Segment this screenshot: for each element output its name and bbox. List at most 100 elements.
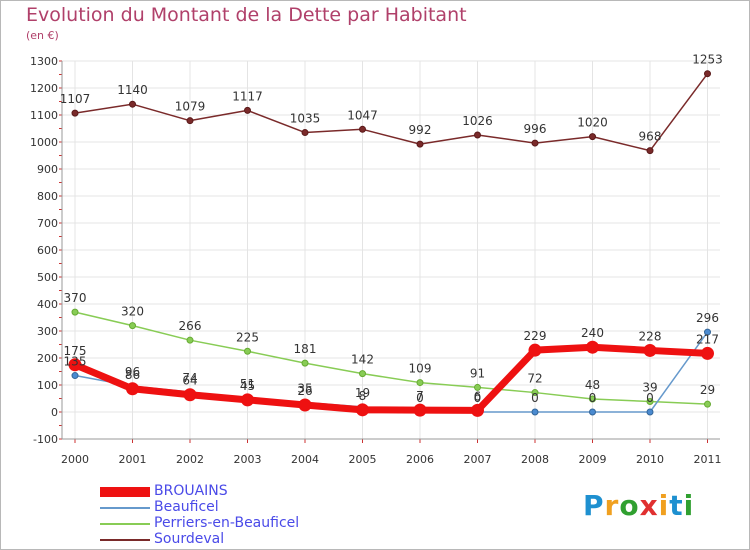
data-label-beauficel: 51 <box>240 377 255 391</box>
proxiti-logo: Proxiti <box>583 489 694 522</box>
x-tick-label: 2000 <box>61 453 89 466</box>
data-point-sourdeval <box>704 70 711 78</box>
data-label-beauficel: 296 <box>696 311 719 325</box>
data-label-brouains: 229 <box>524 329 547 343</box>
y-tick-label: 800 <box>37 190 58 203</box>
legend-swatch <box>100 523 150 525</box>
logo-letter: t <box>669 489 684 522</box>
data-point-perriers-en-beauficel <box>244 347 251 355</box>
data-label-beauficel: 0 <box>416 391 424 405</box>
y-tick-label: 600 <box>37 244 58 257</box>
data-point-brouains <box>413 403 427 417</box>
data-label-brouains: 8 <box>359 389 367 403</box>
legend-swatch <box>100 487 150 497</box>
x-tick-label: 2006 <box>406 453 434 466</box>
data-point-perriers-en-beauficel <box>589 395 596 403</box>
data-label-sourdeval: 1079 <box>175 100 206 114</box>
data-label-brouains: 217 <box>696 332 719 346</box>
data-point-sourdeval <box>244 106 251 114</box>
y-tick-label: 700 <box>37 217 58 230</box>
x-tick-label: 2009 <box>579 453 607 466</box>
data-point-sourdeval <box>416 140 424 148</box>
series-line-sourdeval <box>74 72 709 152</box>
data-label-sourdeval: 1047 <box>347 108 378 122</box>
logo-letter: P <box>583 489 605 522</box>
data-point-perriers-en-beauficel <box>129 322 136 330</box>
logo-letter: i <box>658 489 670 522</box>
data-point-brouains <box>528 343 542 357</box>
data-label-brouains: 240 <box>581 326 604 340</box>
data-point-sourdeval <box>186 117 194 125</box>
data-label-sourdeval: 1026 <box>462 114 493 128</box>
data-label-beauficel: 0 <box>474 391 482 405</box>
data-point-brouains <box>126 382 139 396</box>
data-point-brouains <box>356 403 369 417</box>
data-point-perriers-en-beauficel <box>301 359 309 367</box>
x-tick-label: 2005 <box>349 453 377 466</box>
logo-letter: o <box>619 489 640 522</box>
series-line-brouains <box>71 343 711 414</box>
data-point-sourdeval <box>589 133 596 141</box>
data-label-beauficel: 35 <box>297 382 312 396</box>
data-point-perriers-en-beauficel <box>531 389 539 397</box>
chart-subtitle: (en €) <box>26 29 59 42</box>
data-label-beauficel: 0 <box>646 391 654 405</box>
data-label-beauficel: 0 <box>531 391 539 405</box>
legend-label: Beauficel <box>154 499 219 515</box>
data-point-beauficel <box>71 372 79 380</box>
data-label-beauficel: 74 <box>182 371 197 385</box>
data-point-brouains <box>701 346 714 360</box>
logo-letter: i <box>683 489 695 522</box>
data-point-sourdeval <box>531 139 539 147</box>
legend-swatch <box>100 539 150 541</box>
data-label-brouains: 64 <box>182 374 197 388</box>
x-tick-label: 2008 <box>521 453 549 466</box>
data-label-beauficel: 19 <box>355 386 370 400</box>
data-label-brouains: 86 <box>125 368 140 382</box>
data-label-perriers-en-beauficel: 48 <box>585 378 600 392</box>
data-point-beauficel <box>704 328 711 336</box>
y-tick-label: 1300 <box>30 55 58 68</box>
data-point-beauficel <box>531 408 539 416</box>
data-point-sourdeval <box>359 125 366 133</box>
data-point-perriers-en-beauficel <box>71 308 79 316</box>
data-label-sourdeval: 996 <box>524 122 547 136</box>
y-tick-label: 0 <box>51 406 58 419</box>
data-point-brouains <box>68 358 82 372</box>
data-label-perriers-en-beauficel: 39 <box>642 380 657 394</box>
data-label-perriers-en-beauficel: 142 <box>351 353 374 367</box>
data-label-brouains: 7 <box>416 389 424 403</box>
data-point-sourdeval <box>646 147 654 155</box>
data-point-sourdeval <box>71 109 79 117</box>
data-point-brouains <box>586 340 599 354</box>
x-tick-label: 2001 <box>119 453 147 466</box>
data-point-beauficel <box>589 408 596 416</box>
y-tick-label: 1000 <box>30 136 58 149</box>
logo-letter: r <box>604 489 620 522</box>
data-point-perriers-en-beauficel <box>186 336 194 344</box>
x-tick-label: 2007 <box>464 453 492 466</box>
data-point-brouains <box>298 398 312 412</box>
data-label-brouains: 45 <box>240 379 255 393</box>
data-label-brouains: 175 <box>64 344 87 358</box>
y-tick-label: 500 <box>37 271 58 284</box>
data-label-beauficel: 96 <box>125 365 140 379</box>
data-label-sourdeval: 1020 <box>577 116 608 130</box>
data-label-perriers-en-beauficel: 181 <box>294 342 317 356</box>
data-label-sourdeval: 1117 <box>232 89 263 103</box>
y-tick-label: 200 <box>37 352 58 365</box>
data-label-sourdeval: 1035 <box>290 112 321 126</box>
data-label-brouains: 6 <box>474 389 482 403</box>
y-tick-label: 300 <box>37 325 58 338</box>
x-tick-label: 2003 <box>234 453 262 466</box>
data-label-perriers-en-beauficel: 225 <box>236 330 259 344</box>
y-tick-label: -100 <box>33 433 58 446</box>
data-point-sourdeval <box>301 129 309 137</box>
data-label-sourdeval: 1140 <box>117 83 148 97</box>
data-point-brouains <box>471 403 484 417</box>
data-point-brouains <box>183 388 197 402</box>
data-point-perriers-en-beauficel <box>359 370 366 378</box>
data-label-perriers-en-beauficel: 370 <box>64 291 87 305</box>
y-tick-label: 400 <box>37 298 58 311</box>
legend-swatch <box>100 507 150 509</box>
